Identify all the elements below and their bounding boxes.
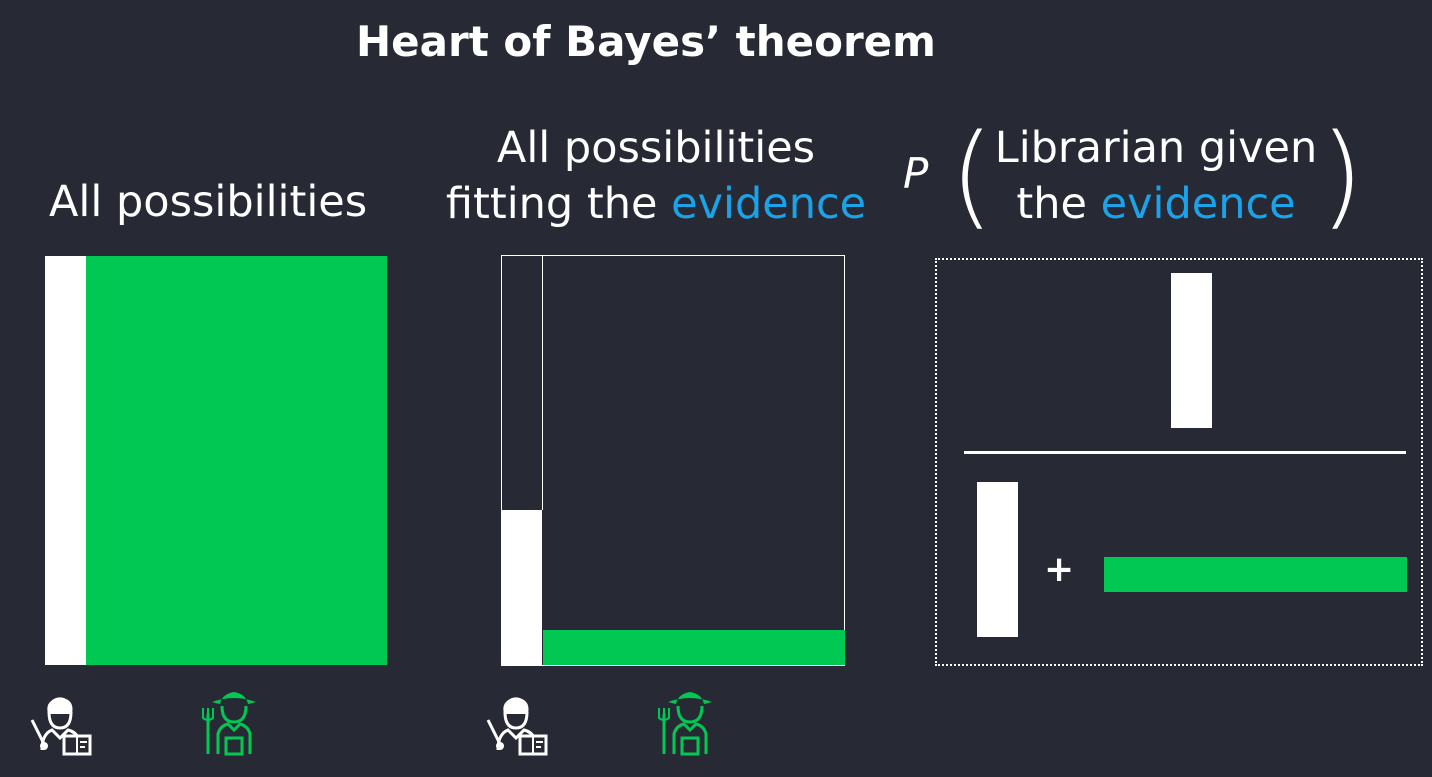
right-heading-line2: the evidence [988, 176, 1324, 232]
fraction-line [964, 451, 1406, 454]
right-heading-line1: Librarian given [994, 123, 1318, 173]
middle-heading-line1: All possibilities [496, 123, 816, 173]
close-parenthesis: ) [1320, 111, 1364, 241]
left-farmer-area [86, 256, 387, 665]
left-heading: All possibilities [49, 177, 368, 227]
middle-librarian-evidence-area [501, 510, 542, 665]
middle-possibility-frame [501, 255, 845, 666]
fraction-box [935, 258, 1423, 666]
right-heading-evidence: evidence [1100, 179, 1296, 229]
middle-farmer-evidence-area [543, 630, 845, 665]
middle-heading-line2: fitting the evidence [440, 176, 872, 232]
librarian-icon [486, 697, 548, 756]
probability-symbol: P [903, 149, 929, 198]
denominator-librarian-bar [977, 482, 1018, 637]
middle-heading: All possibilities fitting the evidence [440, 120, 872, 232]
denominator-farmer-bar [1104, 557, 1407, 592]
farmer-icon [658, 692, 712, 756]
open-parenthesis: ( [950, 111, 994, 241]
page-title: Heart of Bayes’ theorem [356, 17, 936, 66]
middle-divider-line [542, 256, 543, 510]
librarian-icon [30, 697, 92, 756]
middle-heading-evidence: evidence [671, 179, 867, 229]
left-librarian-area [45, 256, 86, 665]
middle-heading-prefix: fitting the [445, 179, 672, 229]
plus-sign: + [1044, 549, 1075, 590]
farmer-icon [202, 692, 256, 756]
numerator-librarian-bar [1171, 273, 1212, 428]
right-heading-prefix: the [1016, 179, 1101, 229]
right-heading: Librarian given the evidence [988, 120, 1324, 232]
